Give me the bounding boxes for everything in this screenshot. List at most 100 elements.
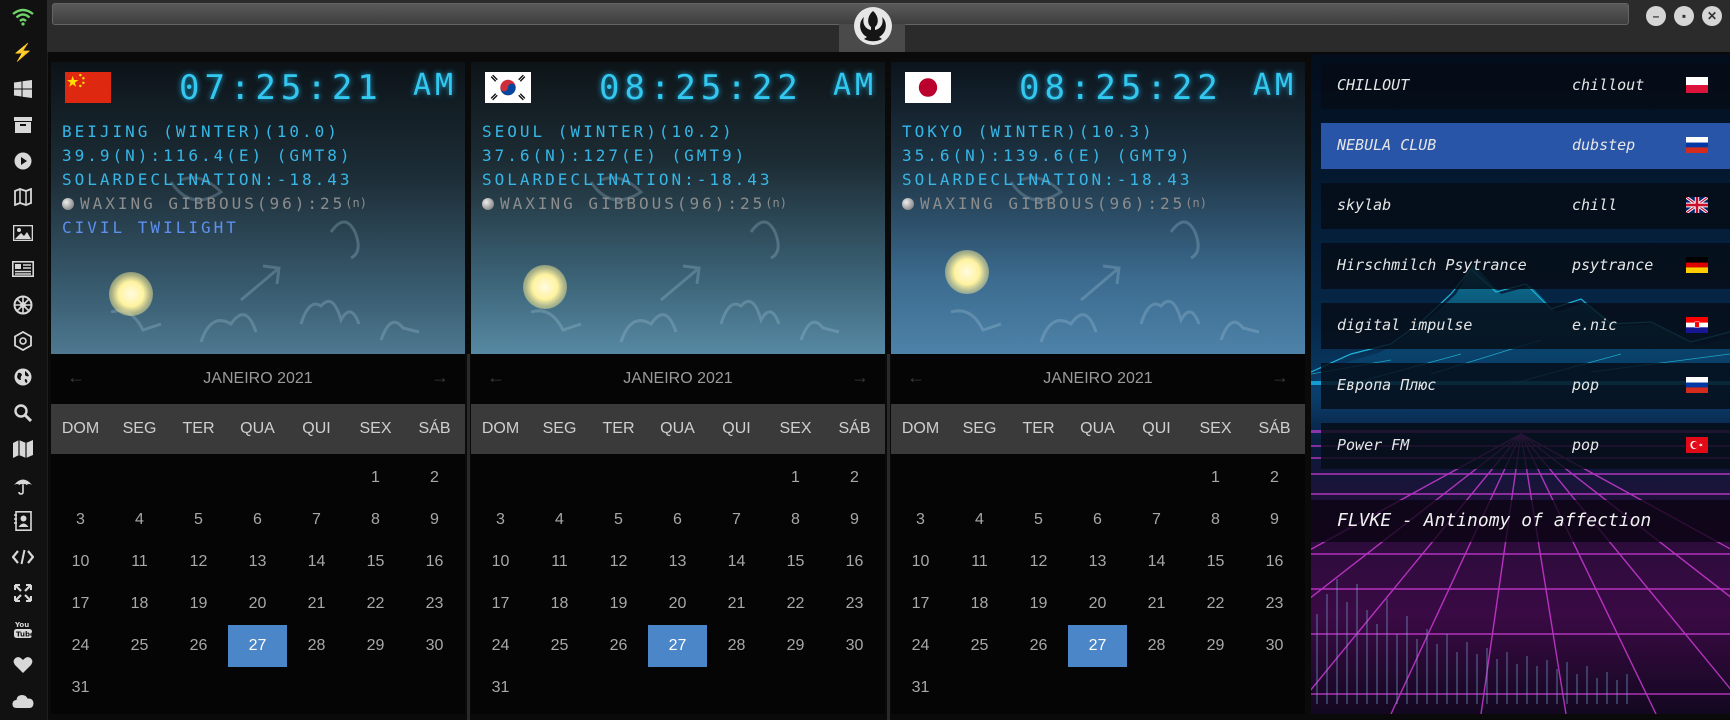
minimize-button[interactable]: – bbox=[1646, 6, 1666, 26]
calendar-day[interactable]: 2 bbox=[1270, 469, 1279, 486]
calendar-day[interactable]: 13 bbox=[668, 553, 687, 570]
calendar-day[interactable]: 16 bbox=[1265, 553, 1284, 570]
calendar-day[interactable]: 30 bbox=[1265, 637, 1284, 654]
calendar-day[interactable]: 18 bbox=[970, 595, 989, 612]
rebel-icon[interactable] bbox=[10, 292, 36, 318]
play-icon[interactable] bbox=[10, 148, 36, 174]
image-icon[interactable] bbox=[10, 220, 36, 246]
wifi-icon[interactable] bbox=[10, 4, 36, 30]
calendar-day[interactable]: 29 bbox=[1206, 637, 1225, 654]
calendar-day[interactable]: 7 bbox=[312, 511, 321, 528]
next-month-button[interactable]: → bbox=[851, 367, 869, 387]
calendar-day[interactable]: 24 bbox=[911, 637, 930, 654]
calendar-day[interactable]: 30 bbox=[425, 637, 444, 654]
calendar-day[interactable]: 1 bbox=[791, 469, 800, 486]
calendar-day[interactable]: 3 bbox=[76, 511, 85, 528]
calendar-day[interactable]: 17 bbox=[71, 595, 90, 612]
calendar-day[interactable]: 7 bbox=[1152, 511, 1161, 528]
calendar-day[interactable]: 28 bbox=[1147, 637, 1166, 654]
youtube-icon[interactable]: You Tube bbox=[10, 616, 36, 642]
calendar-day[interactable]: 14 bbox=[727, 553, 746, 570]
calendar-day[interactable]: 15 bbox=[366, 553, 385, 570]
calendar-day[interactable]: 23 bbox=[845, 595, 864, 612]
calendar-day[interactable]: 29 bbox=[366, 637, 385, 654]
calendar-day[interactable]: 3 bbox=[916, 511, 925, 528]
contact-icon[interactable] bbox=[10, 508, 36, 534]
calendar-day[interactable]: 1 bbox=[371, 469, 380, 486]
next-month-button[interactable]: → bbox=[1271, 367, 1289, 387]
calendar-day[interactable]: 10 bbox=[491, 553, 510, 570]
calendar-day[interactable]: 6 bbox=[1093, 511, 1102, 528]
calendar-day[interactable]: 8 bbox=[371, 511, 380, 528]
calendar-day[interactable]: 18 bbox=[130, 595, 149, 612]
cloud-icon[interactable] bbox=[10, 688, 36, 714]
calendar-day[interactable]: 3 bbox=[496, 511, 505, 528]
calendar-day[interactable]: 9 bbox=[850, 511, 859, 528]
close-button[interactable]: ✕ bbox=[1702, 6, 1722, 26]
calendar-day[interactable]: 19 bbox=[1029, 595, 1048, 612]
calendar-day[interactable]: 13 bbox=[248, 553, 267, 570]
prev-month-button[interactable]: ← bbox=[67, 367, 85, 387]
calendar-day[interactable]: 31 bbox=[491, 679, 510, 696]
calendar-day[interactable]: 21 bbox=[727, 595, 746, 612]
calendar-day[interactable]: 8 bbox=[1211, 511, 1220, 528]
calendar-day[interactable]: 19 bbox=[189, 595, 208, 612]
radio-station[interactable]: digital impulse e.nic bbox=[1321, 303, 1730, 349]
calendar-day[interactable]: 25 bbox=[550, 637, 569, 654]
calendar-day[interactable]: 31 bbox=[71, 679, 90, 696]
empire-icon[interactable] bbox=[10, 328, 36, 354]
calendar-day[interactable]: 1 bbox=[1211, 469, 1220, 486]
search-icon[interactable] bbox=[10, 400, 36, 426]
map-icon[interactable] bbox=[10, 436, 36, 462]
calendar-day-today[interactable]: 27 bbox=[228, 625, 287, 667]
windows-icon[interactable] bbox=[10, 76, 36, 102]
calendar-day[interactable]: 21 bbox=[1147, 595, 1166, 612]
address-bar[interactable] bbox=[52, 3, 1629, 25]
calendar-day[interactable]: 4 bbox=[135, 511, 144, 528]
calendar-day[interactable]: 30 bbox=[845, 637, 864, 654]
code-icon[interactable] bbox=[10, 544, 36, 570]
calendar-day[interactable]: 13 bbox=[1088, 553, 1107, 570]
calendar-day[interactable]: 20 bbox=[668, 595, 687, 612]
calendar-day[interactable]: 11 bbox=[971, 553, 988, 570]
calendar-day[interactable]: 21 bbox=[307, 595, 326, 612]
calendar-day[interactable]: 28 bbox=[727, 637, 746, 654]
calendar-day[interactable]: 4 bbox=[555, 511, 564, 528]
calendar-day[interactable]: 11 bbox=[551, 553, 568, 570]
radio-station[interactable]: Европа Плюс pop bbox=[1321, 363, 1730, 409]
expand-icon[interactable] bbox=[10, 580, 36, 606]
prev-month-button[interactable]: ← bbox=[487, 367, 505, 387]
calendar-day[interactable]: 6 bbox=[253, 511, 262, 528]
calendar-day[interactable]: 8 bbox=[791, 511, 800, 528]
calendar-day[interactable]: 12 bbox=[1029, 553, 1048, 570]
calendar-day[interactable]: 24 bbox=[71, 637, 90, 654]
calendar-day[interactable]: 19 bbox=[609, 595, 628, 612]
calendar-day[interactable]: 26 bbox=[609, 637, 628, 654]
radio-station[interactable]: NEBULA CLUB dubstep bbox=[1321, 123, 1730, 169]
calendar-day[interactable]: 10 bbox=[911, 553, 930, 570]
radio-station[interactable]: CHILLOUT chillout bbox=[1321, 63, 1730, 109]
calendar-day[interactable]: 12 bbox=[609, 553, 628, 570]
radio-station[interactable]: skylab chill bbox=[1321, 183, 1730, 229]
calendar-day[interactable]: 17 bbox=[911, 595, 930, 612]
calendar-day[interactable]: 16 bbox=[845, 553, 864, 570]
newspaper-icon[interactable] bbox=[10, 256, 36, 282]
calendar-day[interactable]: 15 bbox=[786, 553, 805, 570]
calendar-day[interactable]: 9 bbox=[1270, 511, 1279, 528]
calendar-day[interactable]: 6 bbox=[673, 511, 682, 528]
calendar-day-today[interactable]: 27 bbox=[1068, 625, 1127, 667]
calendar-day[interactable]: 2 bbox=[850, 469, 859, 486]
heart-icon[interactable] bbox=[10, 652, 36, 678]
calendar-day[interactable]: 28 bbox=[307, 637, 326, 654]
calendar-day[interactable]: 5 bbox=[614, 511, 623, 528]
calendar-day[interactable]: 26 bbox=[1029, 637, 1048, 654]
calendar-day[interactable]: 20 bbox=[248, 595, 267, 612]
umbrella-icon[interactable] bbox=[10, 472, 36, 498]
calendar-day[interactable]: 22 bbox=[366, 595, 385, 612]
calendar-day[interactable]: 11 bbox=[131, 553, 148, 570]
calendar-day[interactable]: 29 bbox=[786, 637, 805, 654]
calendar-day[interactable]: 18 bbox=[550, 595, 569, 612]
calendar-day[interactable]: 22 bbox=[1206, 595, 1225, 612]
calendar-day[interactable]: 16 bbox=[425, 553, 444, 570]
maximize-button[interactable]: ▪ bbox=[1674, 6, 1694, 26]
